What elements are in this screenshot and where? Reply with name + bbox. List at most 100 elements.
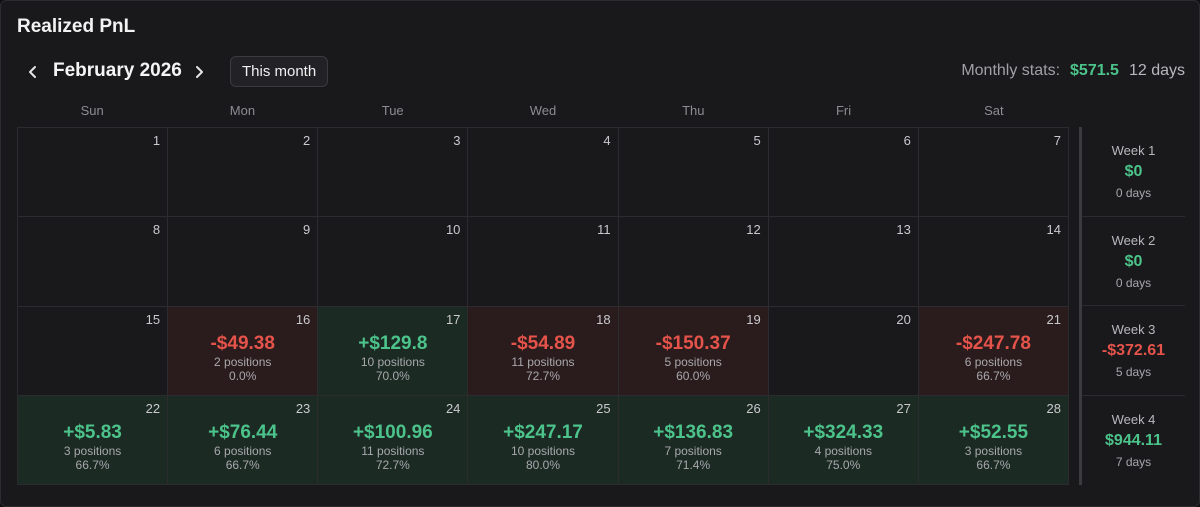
day-number: 3 (453, 133, 461, 148)
week-days: 5 days (1115, 365, 1152, 379)
month-label: February 2026 (53, 60, 182, 81)
day-number: 8 (152, 222, 161, 238)
week-summary: Week 3 -$372.61 5 days (1082, 306, 1185, 396)
day-cell[interactable]: 3 (318, 128, 469, 218)
day-cell[interactable]: 17 +$129.8 10 positions 70.0% (318, 306, 469, 396)
day-cell[interactable]: 4 (468, 128, 619, 218)
weekday-sun: Sun (80, 103, 104, 118)
day-number: 25 (596, 400, 611, 416)
week-summary: Week 4 $944.11 7 days (1082, 396, 1185, 486)
weekday-mon: Mon (229, 103, 256, 118)
day-cell[interactable]: 7 (918, 128, 1069, 218)
day-winrate: 70.0% (375, 368, 410, 383)
week-pnl: $944.11 (1105, 431, 1162, 449)
week-label: Week 3 (1111, 322, 1156, 337)
day-cell[interactable]: 1 (18, 128, 169, 218)
month-nav: February 2026 This month Monthly stats: … (17, 56, 1185, 88)
day-summary: +$100.96 11 positions 72.7% (318, 422, 467, 472)
day-number: 2 (303, 133, 311, 148)
day-winrate: 71.4% (676, 457, 711, 472)
week-pnl: $0 (1124, 163, 1143, 180)
day-number: 17 (445, 311, 461, 327)
day-cell[interactable]: 12 (618, 217, 769, 307)
day-positions: 10 positions (510, 443, 576, 458)
chevron-right-icon (196, 66, 203, 78)
day-cell[interactable]: 2 (168, 128, 319, 218)
day-cell[interactable]: 27 +$324.33 4 positions 75.0% (768, 395, 919, 485)
weekday-fri: Fri (835, 103, 852, 118)
day-winrate: 72.7% (375, 457, 410, 472)
day-positions: 7 positions (664, 443, 722, 458)
day-cell[interactable]: 9 (168, 217, 319, 307)
day-positions: 2 positions (214, 354, 272, 369)
day-cell[interactable]: 15 (18, 306, 169, 396)
day-cell[interactable]: 5 (618, 128, 769, 218)
day-cell[interactable]: 18 -$54.89 11 positions 72.7% (468, 306, 619, 396)
calendar-grid: 1 2 3 4 5 6 7 8 9 10 11 12 13 14 15 16 -$49.38 2 position… (17, 127, 1069, 485)
weekday-wed: Wed (529, 103, 557, 118)
panel-title: Realized PnL (17, 16, 136, 37)
day-cell[interactable]: 28 +$52.55 3 positions 66.7% (918, 395, 1069, 485)
week-days: 7 days (1115, 454, 1152, 469)
day-number: 9 (303, 222, 311, 238)
monthly-stats-days: 12 days (1128, 62, 1185, 79)
day-cell[interactable]: 16 -$49.38 2 positions 0.0% (168, 306, 319, 396)
day-cell[interactable]: 26 +$136.83 7 positions 71.4% (618, 395, 769, 485)
day-number: 22 (145, 400, 161, 416)
this-month-button[interactable]: This month (230, 56, 329, 87)
week-days: 0 days (1115, 275, 1152, 290)
week-pnl: $0 (1124, 252, 1143, 270)
day-number: 21 (1046, 311, 1061, 327)
week-label: Week 1 (1111, 143, 1156, 158)
day-cell[interactable]: 14 (918, 217, 1069, 307)
day-cell[interactable]: 23 +$76.44 6 positions 66.7% (168, 395, 319, 485)
day-pnl: -$49.38 (210, 332, 275, 354)
day-number: 28 (1046, 400, 1061, 416)
day-number: 5 (753, 133, 761, 148)
day-summary: -$54.89 11 positions 72.7% (468, 333, 617, 383)
day-cell[interactable]: 8 (18, 217, 169, 307)
week-label: Week 2 (1111, 232, 1156, 248)
day-winrate: 66.7% (976, 457, 1011, 472)
day-number: 15 (145, 311, 161, 327)
day-cell[interactable]: 21 -$247.78 6 positions 66.7% (918, 306, 1069, 396)
weekday-tue: Tue (381, 103, 404, 118)
day-cell[interactable]: 6 (768, 128, 919, 218)
day-winrate: 75.0% (826, 457, 861, 472)
week-divider (1079, 127, 1082, 485)
day-number: 18 (596, 311, 611, 327)
day-cell[interactable]: 13 (768, 217, 919, 307)
day-pnl: -$150.37 (655, 332, 731, 354)
day-number: 26 (746, 400, 761, 416)
day-positions: 6 positions (214, 443, 272, 458)
day-cell[interactable]: 25 +$247.17 10 positions 80.0% (468, 395, 619, 485)
day-cell[interactable]: 11 (468, 217, 619, 307)
day-cell[interactable]: 10 (318, 217, 469, 307)
weekday-thu: Thu (682, 103, 705, 118)
weekday-header: Sun Mon Tue Wed Thu Fri Sat (17, 103, 1069, 121)
day-number: 19 (746, 311, 761, 327)
day-number: 12 (746, 222, 761, 238)
day-summary: -$150.37 5 positions 60.0% (619, 333, 768, 383)
day-pnl: +$5.83 (63, 421, 122, 443)
day-cell[interactable]: 19 -$150.37 5 positions 60.0% (618, 306, 769, 396)
prev-month-button[interactable] (19, 56, 47, 88)
day-pnl: +$324.33 (803, 421, 884, 443)
day-pnl: +$76.44 (208, 421, 278, 443)
monthly-stats-value: $571.5 (1070, 62, 1119, 79)
day-positions: 11 positions (361, 443, 425, 458)
day-cell[interactable]: 22 +$5.83 3 positions 66.7% (18, 395, 169, 485)
day-winrate: 60.0% (676, 368, 711, 383)
weekday-sat: Sat (984, 103, 1004, 118)
day-number: 11 (597, 222, 611, 238)
day-cell[interactable]: 20 (768, 306, 919, 396)
day-pnl: -$247.78 (955, 332, 1031, 354)
day-winrate: 66.7% (75, 457, 110, 472)
day-number: 24 (445, 400, 461, 416)
day-cell[interactable]: 24 +$100.96 11 positions 72.7% (318, 395, 469, 485)
week-summary: Week 2 $0 0 days (1082, 217, 1185, 306)
monthly-stats-label: Monthly stats: (961, 62, 1061, 79)
next-month-button[interactable] (185, 56, 213, 88)
day-summary: +$247.17 10 positions 80.0% (468, 422, 617, 472)
day-positions: 11 positions (511, 354, 575, 369)
